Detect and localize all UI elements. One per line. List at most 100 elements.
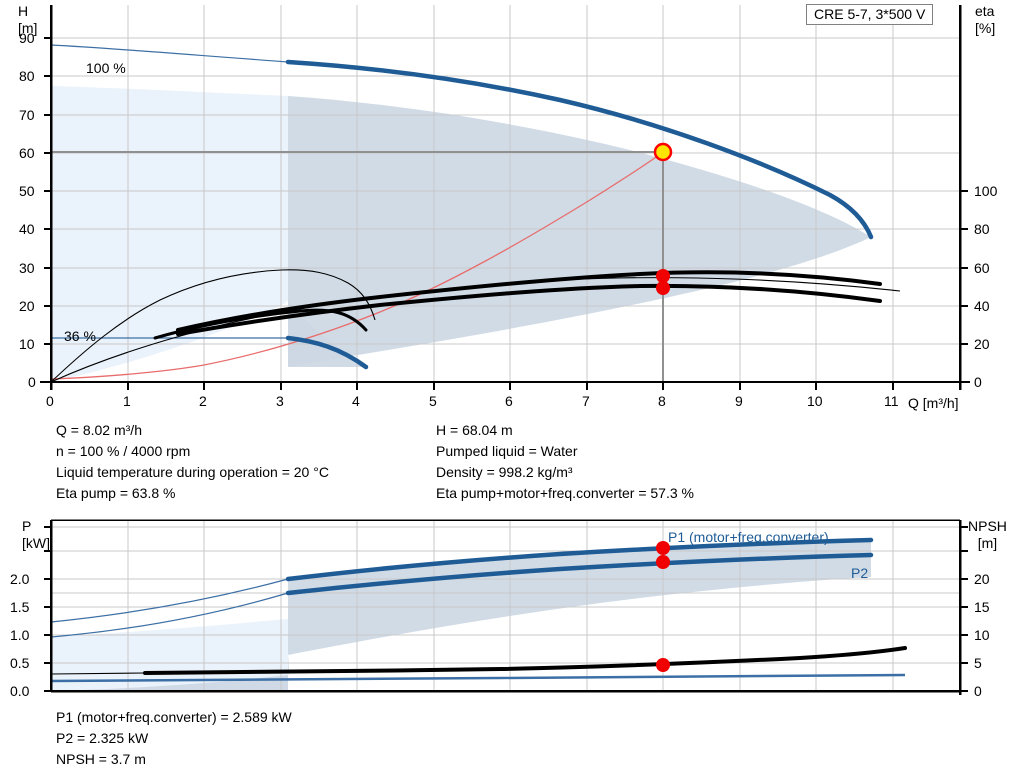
info-q: Q = 8.02 m³/h (56, 422, 142, 438)
top-duty-guides (51, 151, 664, 382)
curve-eta36-thin (50, 269, 376, 383)
bottom-p-tick-15: 1.5 (10, 599, 30, 615)
top-x-tick-7: 7 (582, 393, 590, 409)
top-y-tick-70: 70 (19, 107, 35, 123)
bottom-left-ticks (44, 526, 51, 692)
bottom-chart-svg (44, 519, 968, 695)
bottom-npsh-tick-5: 5 (974, 655, 982, 671)
eta-total-marker (656, 281, 670, 295)
eta-pump-marker (656, 269, 670, 283)
curve-p1 (285, 537, 874, 582)
info-column-left: Q = 8.02 m³/h n = 100 % / 4000 rpm Liqui… (56, 420, 436, 504)
curve-npsh (143, 646, 907, 675)
bottom-p-tick-00: 0.0 (10, 683, 30, 699)
top-x-tick-0: 0 (46, 393, 54, 409)
top-x-tick-9: 9 (735, 393, 743, 409)
speed-label-100: 100 % (86, 60, 126, 76)
top-x-tick-1: 1 (123, 393, 131, 409)
legend-p2: P2 (851, 565, 869, 581)
info-column-right: H = 68.04 m Pumped liquid = Water Densit… (436, 420, 956, 504)
bottom-chart (0, 515, 1024, 710)
top-x-axis-title: Q [m³/h] (908, 395, 959, 411)
top-x-tick-3: 3 (276, 393, 284, 409)
curve-h100-thick (285, 59, 874, 240)
curve-eta-pump (176, 270, 882, 332)
speed-label-36: 36 % (64, 328, 96, 344)
top-y-tick-90: 90 (19, 30, 35, 46)
curve-red-reference (50, 151, 664, 380)
curve-h36-thick (285, 335, 369, 370)
curve-eta-total (176, 283, 882, 336)
top-x-tick-6: 6 (505, 393, 513, 409)
top-chart-svg (40, 5, 970, 390)
top-eta-tick-20: 20 (974, 336, 990, 352)
top-y-tick-40: 40 (19, 221, 35, 237)
top-y-tick-60: 60 (19, 145, 35, 161)
curve-npsh-thin (50, 672, 146, 675)
info-block-top: Q = 8.02 m³/h n = 100 % / 4000 rpm Liqui… (56, 420, 996, 504)
top-y-tick-0: 0 (28, 374, 36, 390)
top-x-tick-2: 2 (199, 393, 207, 409)
top-eta-tick-100: 100 (974, 183, 998, 199)
top-chart (40, 5, 970, 390)
p1-marker (656, 541, 670, 555)
bottom-p-tick-20: 2.0 (10, 571, 30, 587)
bottom-npsh-tick-0: 0 (974, 683, 982, 699)
info-etatotal: Eta pump+motor+freq.converter = 57.3 % (436, 485, 694, 501)
bottom-npsh-tick-15: 15 (974, 599, 990, 615)
bottom-gridlines (51, 520, 960, 691)
top-x-tick-4: 4 (352, 393, 360, 409)
top-y-left-axis-title: H [m] (18, 3, 38, 36)
top-left-ticks (44, 37, 51, 383)
info-speed: n = 100 % / 4000 rpm (56, 443, 191, 459)
curve-h100-thin (50, 44, 289, 63)
curve-p1-thin (50, 578, 289, 623)
p2-marker (656, 555, 670, 569)
top-y-tick-10: 10 (19, 336, 35, 352)
top-y-tick-80: 80 (19, 68, 35, 84)
bottom-y-right-axis-title: NPSH [m] (968, 518, 1007, 551)
bottom-npsh-tick-10: 10 (974, 627, 990, 643)
bottom-right-ticks (960, 526, 968, 692)
info-etapump: Eta pump = 63.8 % (56, 485, 176, 501)
bottom-axis-frame (49, 519, 962, 695)
top-eta-tick-80: 80 (974, 221, 990, 237)
bottom-y-left-axis-title: P [kW] (22, 518, 50, 551)
npsh-marker (656, 658, 670, 672)
curve-p2 (285, 552, 874, 596)
info-temp: Liquid temperature during operation = 20… (56, 464, 329, 480)
top-envelope-light (51, 86, 288, 382)
top-x-tick-10: 10 (807, 393, 823, 409)
info-p1: P1 (motor+freq.converter) = 2.589 kW (56, 709, 292, 725)
top-eta-tick-40: 40 (974, 298, 990, 314)
top-x-tick-5: 5 (429, 393, 437, 409)
info-liquid: Pumped liquid = Water (436, 443, 578, 459)
top-x-tick-11: 11 (884, 393, 899, 409)
top-y-tick-20: 20 (19, 298, 35, 314)
curve-eta-36-branch (153, 308, 368, 340)
top-y-tick-30: 30 (19, 260, 35, 276)
bottom-npsh-tick-20: 20 (974, 571, 990, 587)
top-eta-tick-60: 60 (974, 260, 990, 276)
info-h: H = 68.04 m (436, 422, 513, 438)
model-title-box: CRE 5-7, 3*500 V (806, 4, 934, 25)
info-p2: P2 = 2.325 kW (56, 730, 149, 746)
info-density: Density = 998.2 kg/m³ (436, 464, 573, 480)
top-eta-tick-0: 0 (974, 374, 982, 390)
curve-p2-thin (50, 592, 289, 638)
bottom-p-tick-05: 0.5 (10, 655, 30, 671)
curve-lower-band (50, 673, 906, 683)
top-envelope-lower (288, 300, 366, 367)
duty-point-marker (653, 142, 673, 162)
top-x-tick-8: 8 (658, 393, 666, 409)
top-right-ticks (960, 190, 968, 383)
info-npsh: NPSH = 3.7 m (56, 751, 146, 767)
legend-p1: P1 (motor+freq.converter) (668, 529, 829, 545)
info-block-bottom: P1 (motor+freq.converter) = 2.589 kW P2 … (56, 707, 656, 770)
bottom-envelope-tail (51, 655, 289, 691)
top-y-right-axis-title: eta [%] (975, 3, 996, 36)
top-x-ticks (50, 382, 894, 390)
top-y-tick-50: 50 (19, 183, 35, 199)
top-axis-frame (40, 5, 970, 390)
